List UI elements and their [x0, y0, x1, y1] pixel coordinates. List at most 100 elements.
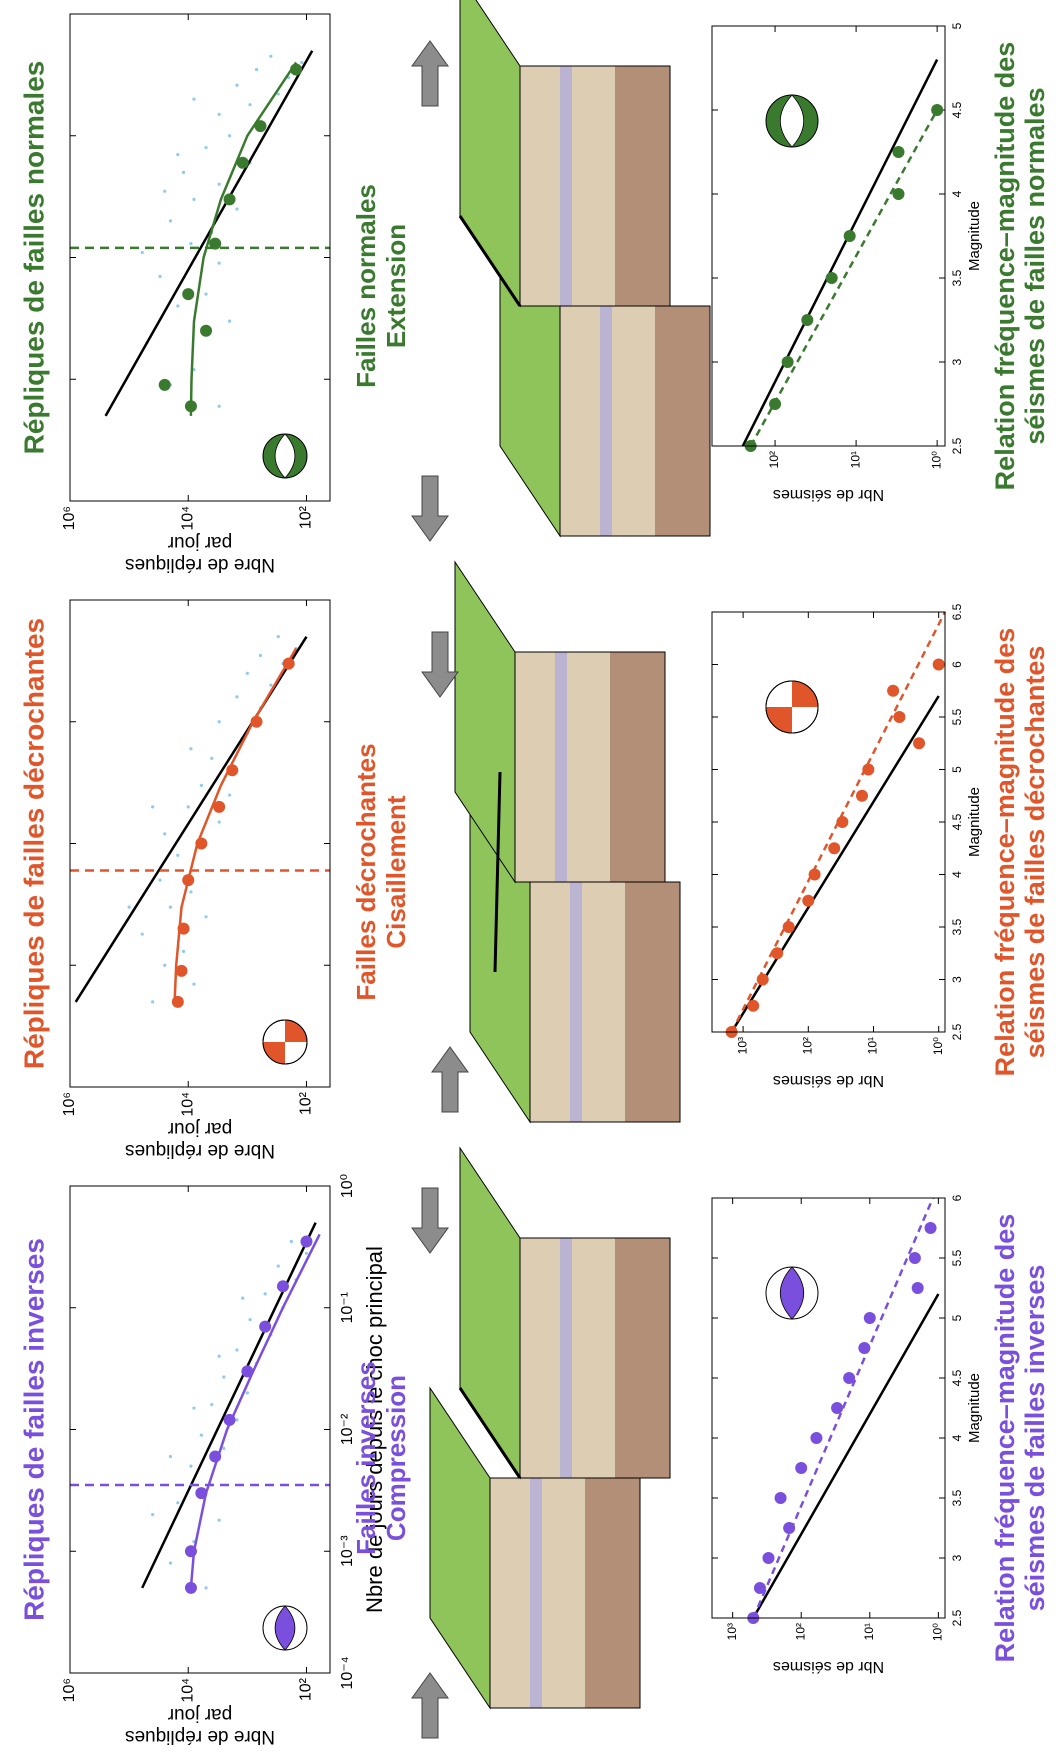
chart-title: Relation fréquence–magnitude des [990, 628, 1020, 1077]
data-point [775, 1492, 787, 1504]
y-tick-label: 10² [298, 1677, 315, 1701]
data-point [810, 1432, 822, 1444]
x-axis-label: Magnitude [966, 787, 983, 857]
fit-line [191, 1234, 320, 1588]
layer-lavender [600, 306, 612, 536]
data-point [782, 356, 794, 368]
aftershock-dot [151, 1000, 154, 1003]
aftershock-dot [218, 1519, 221, 1522]
y-tick-label: 10⁶ [61, 1092, 78, 1116]
data-point [754, 1582, 766, 1594]
data-point [185, 1545, 197, 1557]
y-axis-label: Nbr de séismes [773, 486, 884, 503]
x-tick-label: 3 [950, 976, 964, 983]
y-tick-label: 10⁶ [61, 506, 78, 530]
aftershock-dot [189, 747, 192, 750]
aftershock-dot [176, 153, 179, 156]
aftershock-dot [204, 1586, 207, 1589]
aftershock-dot [151, 1513, 154, 1516]
data-point [283, 658, 295, 670]
fit-line [753, 1294, 938, 1618]
fit-line [106, 51, 313, 416]
y-tick-label: 10³ [725, 1623, 739, 1640]
aftershock-dot [200, 1433, 203, 1436]
x-tick-label: 4.5 [950, 101, 964, 118]
layer-brown [625, 882, 680, 1122]
data-point [224, 1414, 236, 1426]
aftershock-dot [228, 320, 231, 323]
data-point [783, 1522, 795, 1534]
data-point [892, 188, 904, 200]
data-point [909, 1252, 921, 1264]
diagram-title: Failles normales [351, 184, 381, 388]
data-point [200, 325, 212, 337]
aftershock-dot [176, 1501, 179, 1504]
aftershock-dot [189, 1465, 192, 1468]
data-point [241, 1365, 253, 1377]
chart: Répliques de failles normales Nbre de rép… [18, 14, 330, 575]
aftershock-dot [169, 1455, 172, 1458]
data-point [195, 838, 207, 850]
fit-line-dashed [751, 110, 937, 446]
y-tick-label: 10² [767, 451, 781, 468]
block-top [460, 1148, 520, 1478]
y-tick-label: 10² [298, 1091, 315, 1115]
aftershock-dot [210, 1403, 213, 1406]
aftershock-dot [235, 1418, 238, 1421]
x-tick-label: 2.5 [950, 437, 964, 454]
x-tick-label: 6 [950, 661, 964, 668]
data-point [159, 379, 171, 391]
aftershock-dot [169, 1561, 172, 1564]
data-point [809, 869, 821, 881]
fit-line [142, 1223, 315, 1588]
x-tick-label: 4 [950, 871, 964, 878]
aftershock-dot [218, 405, 221, 408]
aftershock-dot [182, 171, 185, 174]
layer-brown [610, 652, 665, 882]
x-axis-label: Magnitude [966, 201, 983, 271]
x-tick-label: 2.5 [950, 1023, 964, 1040]
data-point [912, 1282, 924, 1294]
aftershock-dot [235, 695, 238, 698]
chart: Relation fréquence–magnitude desséismes … [712, 603, 1050, 1088]
aftershock-dot [222, 1447, 225, 1450]
aftershock-dot [269, 55, 272, 58]
x-tick-label: 5 [950, 766, 964, 773]
y-tick-label: 10² [800, 1037, 814, 1054]
chart-title: séismes de failles inverses [1020, 1265, 1050, 1612]
x-tick-label: 5.5 [950, 708, 964, 725]
x-tick-label: 2.5 [950, 1609, 964, 1626]
aftershock-dot [163, 832, 166, 835]
aftershock-dot [264, 1292, 267, 1295]
aftershock-dot [182, 950, 185, 953]
layer-lavender [555, 652, 567, 882]
aftershock-dot [277, 1264, 280, 1267]
data-point [856, 790, 868, 802]
aftershock-dot [218, 720, 221, 723]
plot-frame [70, 1186, 330, 1673]
data-point [864, 1312, 876, 1324]
aftershock-dot [141, 933, 144, 936]
aftershock-dot [192, 198, 195, 201]
aftershock-dot [235, 1348, 238, 1351]
data-point [802, 895, 814, 907]
layer-brown [655, 306, 710, 536]
aftershock-dot [246, 1391, 249, 1394]
y-tick-label: 10² [793, 1623, 807, 1640]
aftershock-dot [228, 134, 231, 137]
y-axis-label: par jour [167, 1118, 232, 1139]
chart-title: Répliques de failles décrochantes [18, 618, 49, 1069]
aftershock-dot [235, 84, 238, 87]
aftershock-dot [169, 219, 172, 222]
chart-title: Relation fréquence–magnitude des [990, 42, 1020, 491]
data-point [858, 1342, 870, 1354]
aftershock-dot [300, 61, 303, 64]
data-point [259, 1321, 271, 1333]
y-axis-label: Nbre de répliques [125, 554, 275, 575]
aftershock-dot [255, 68, 258, 71]
data-point [893, 711, 905, 723]
aftershock-dot [128, 906, 131, 909]
chart-title: Répliques de failles normales [18, 61, 49, 455]
block-top [455, 562, 515, 882]
data-point [251, 716, 263, 728]
